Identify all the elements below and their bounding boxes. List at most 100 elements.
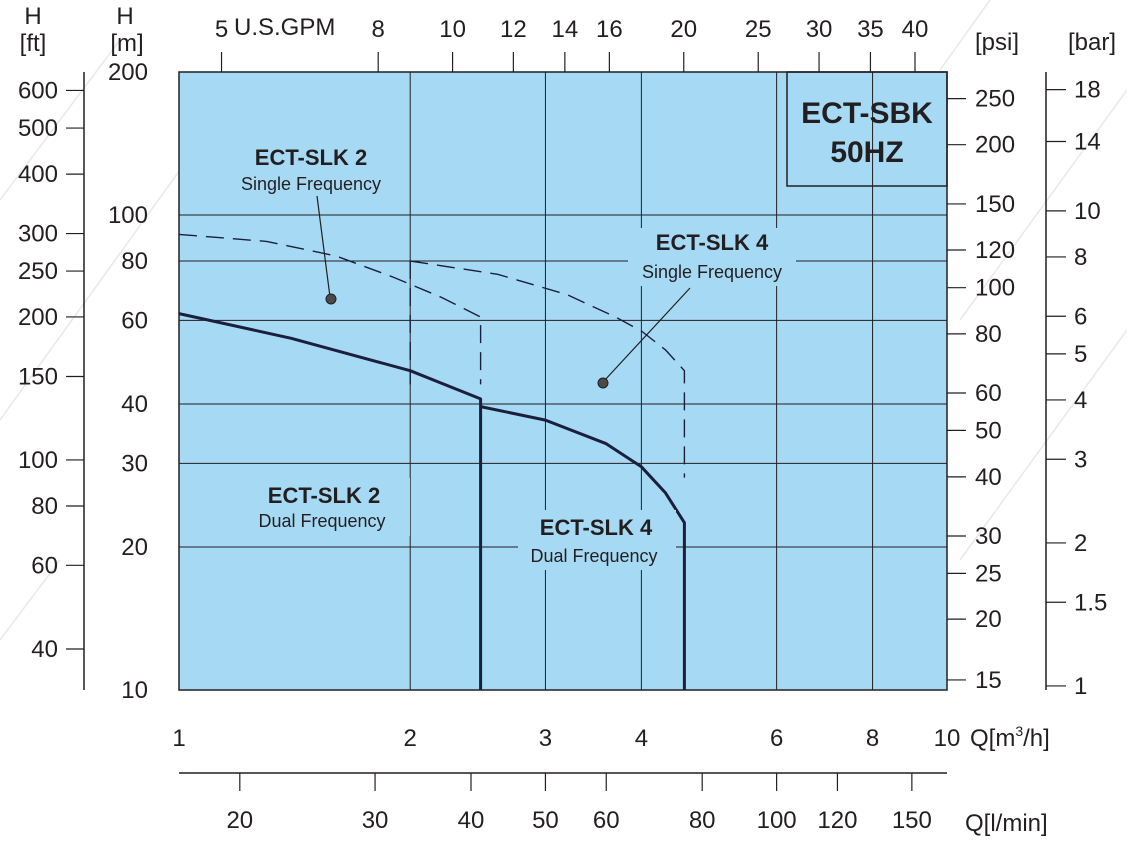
ft-axis-tick-label-500: 500 <box>18 115 58 142</box>
annotation-slk4-dual-subtitle: Dual Frequency <box>530 546 657 566</box>
psi-axis-tick-label-50: 50 <box>975 417 1002 444</box>
x-axis-tick-label-4: 4 <box>635 725 648 752</box>
title-box-line2: 50HZ <box>830 136 903 169</box>
title-box-line1: ECT-SBK <box>801 97 933 130</box>
m-axis-tick-label-30: 30 <box>121 450 148 477</box>
psi-axis-tick-label-20: 20 <box>975 606 1002 633</box>
annotation-slk2-single-pointer <box>316 195 331 298</box>
ft-axis-tick-label-250: 250 <box>18 258 58 285</box>
ft-axis-tick-label-60: 60 <box>31 552 58 579</box>
lmin-axis-tick-label-100: 100 <box>757 807 797 834</box>
psi-axis-tick-label-25: 25 <box>975 560 1002 587</box>
bar-axis-tick-label-6: 6 <box>1074 303 1087 330</box>
psi-axis-tick-label-100: 100 <box>975 275 1015 302</box>
m-axis-tick-label-80: 80 <box>121 248 148 275</box>
m-axis-label-top: H <box>116 3 133 30</box>
lmin-axis-tick-label-20: 20 <box>226 807 253 834</box>
ft-axis-tick-label-150: 150 <box>18 364 58 391</box>
psi-axis-tick-label-40: 40 <box>975 464 1002 491</box>
annotation-slk4-dual-title: ECT-SLK 4 <box>540 515 653 540</box>
bar-axis-tick-label-1.5: 1.5 <box>1074 589 1107 616</box>
bar-axis-tick-label-14: 14 <box>1074 128 1101 155</box>
axis-unit-labels: H [ft] H [m] U.S.GPM [psi] [bar] Q[m3/h]… <box>20 3 1116 837</box>
bar-axis-tick-label-8: 8 <box>1074 244 1087 271</box>
gpm-axis-tick-label-20: 20 <box>670 16 697 43</box>
x-axis-tick-label-1: 1 <box>172 725 185 752</box>
m-axis-tick-label-100: 100 <box>108 202 148 229</box>
annotations: ECT-SLK 2 Single Frequency ECT-SLK 4 Sin… <box>241 145 796 570</box>
bar-axis-tick-label-3: 3 <box>1074 446 1087 473</box>
bar-axis-tick-label-1: 1 <box>1074 673 1087 700</box>
psi-axis-label: [psi] <box>975 29 1019 56</box>
lmin-axis-tick-label-40: 40 <box>458 807 485 834</box>
gpm-axis-tick-label-30: 30 <box>806 16 833 43</box>
ft-axis-tick-label-300: 300 <box>18 221 58 248</box>
gpm-axis-tick-label-12: 12 <box>500 16 527 43</box>
gpm-axis-tick-label-5: 5 <box>215 16 228 43</box>
psi-axis-tick-label-15: 15 <box>975 667 1002 694</box>
m-axis-tick-label-20: 20 <box>121 534 148 561</box>
curve-ect-slk-4-dual-frequency <box>480 405 686 690</box>
x-axis-tick-label-8: 8 <box>866 725 879 752</box>
psi-axis-tick-label-150: 150 <box>975 191 1015 218</box>
ft-axis-tick-label-80: 80 <box>31 493 58 520</box>
annotation-slk2-single-title: ECT-SLK 2 <box>255 145 367 170</box>
lmin-axis-tick-label-60: 60 <box>593 807 620 834</box>
m-axis-tick-label-200: 200 <box>108 59 148 86</box>
psi-axis-tick-label-250: 250 <box>975 86 1015 113</box>
bar-axis-label: [bar] <box>1068 29 1116 56</box>
m-axis-tick-label-10: 10 <box>121 677 148 704</box>
x-axis-tick-label-6: 6 <box>770 725 783 752</box>
bar-axis-tick-label-10: 10 <box>1074 198 1101 225</box>
annotation-slk4-single-dot <box>597 377 609 389</box>
bar-axis-tick-label-4: 4 <box>1074 387 1087 414</box>
annotation-slk4-single-title: ECT-SLK 4 <box>656 230 769 255</box>
ft-axis-tick-label-100: 100 <box>18 447 58 474</box>
lmin-axis-tick-label-80: 80 <box>689 807 716 834</box>
ft-axis-tick-label-40: 40 <box>31 636 58 663</box>
annotation-slk2-dual-title: ECT-SLK 2 <box>268 483 380 508</box>
m-axis-label-bottom: [m] <box>110 30 143 57</box>
plot-area <box>178 71 948 691</box>
title-box: ECT-SBK 50HZ <box>786 71 948 187</box>
ft-axis-tick-label-600: 600 <box>18 77 58 104</box>
lmin-axis-label: Q[l/min] <box>965 810 1048 837</box>
annotation-slk2-single-dot <box>325 293 337 305</box>
psi-axis-tick-label-80: 80 <box>975 321 1002 348</box>
gpm-axis-tick-label-25: 25 <box>745 16 772 43</box>
bar-axis-tick-label-18: 18 <box>1074 77 1101 104</box>
gpm-axis-tick-label-14: 14 <box>552 16 579 43</box>
gpm-axis-tick-label-40: 40 <box>902 16 929 43</box>
gpm-axis-tick-label-10: 10 <box>439 16 466 43</box>
x-axis-tick-label-10: 10 <box>934 725 961 752</box>
m-axis-tick-label-60: 60 <box>121 307 148 334</box>
annotation-slk4-single-pointer <box>603 287 691 382</box>
curves <box>178 233 686 690</box>
lmin-axis-tick-label-120: 120 <box>817 807 857 834</box>
x-axis-tick-label-3: 3 <box>539 725 552 752</box>
annotation-slk4-single-subtitle: Single Frequency <box>642 262 782 282</box>
psi-axis-tick-label-30: 30 <box>975 523 1002 550</box>
annotation-slk2-single-subtitle: Single Frequency <box>241 174 381 194</box>
bar-axis-tick-label-5: 5 <box>1074 341 1087 368</box>
bar-axis-tick-label-2: 2 <box>1074 530 1087 557</box>
psi-axis-tick-label-200: 200 <box>975 132 1015 159</box>
psi-axis-tick-label-60: 60 <box>975 380 1002 407</box>
m-axis-tick-label-40: 40 <box>121 391 148 418</box>
gpm-axis-tick-label-16: 16 <box>596 16 623 43</box>
annotation-slk2-dual-subtitle: Dual Frequency <box>258 511 385 531</box>
curve-ect-slk-2-single-frequency <box>178 233 482 385</box>
lmin-axis-tick-label-50: 50 <box>532 807 559 834</box>
ft-axis-tick-label-200: 200 <box>18 304 58 331</box>
ft-axis-tick-label-400: 400 <box>18 161 58 188</box>
lmin-axis-tick-label-30: 30 <box>362 807 389 834</box>
ft-axis-label-top: H <box>24 3 41 30</box>
background-watermark <box>0 0 1127 641</box>
curve-ect-slk-4-single-frequency-upper <box>410 260 686 478</box>
gpm-axis-tick-label-8: 8 <box>372 16 385 43</box>
x-axis-label: Q[m3/h] <box>970 723 1050 752</box>
lmin-axis-tick-label-150: 150 <box>892 807 932 834</box>
x-axis-tick-label-2: 2 <box>404 725 417 752</box>
psi-axis-tick-label-120: 120 <box>975 237 1015 264</box>
